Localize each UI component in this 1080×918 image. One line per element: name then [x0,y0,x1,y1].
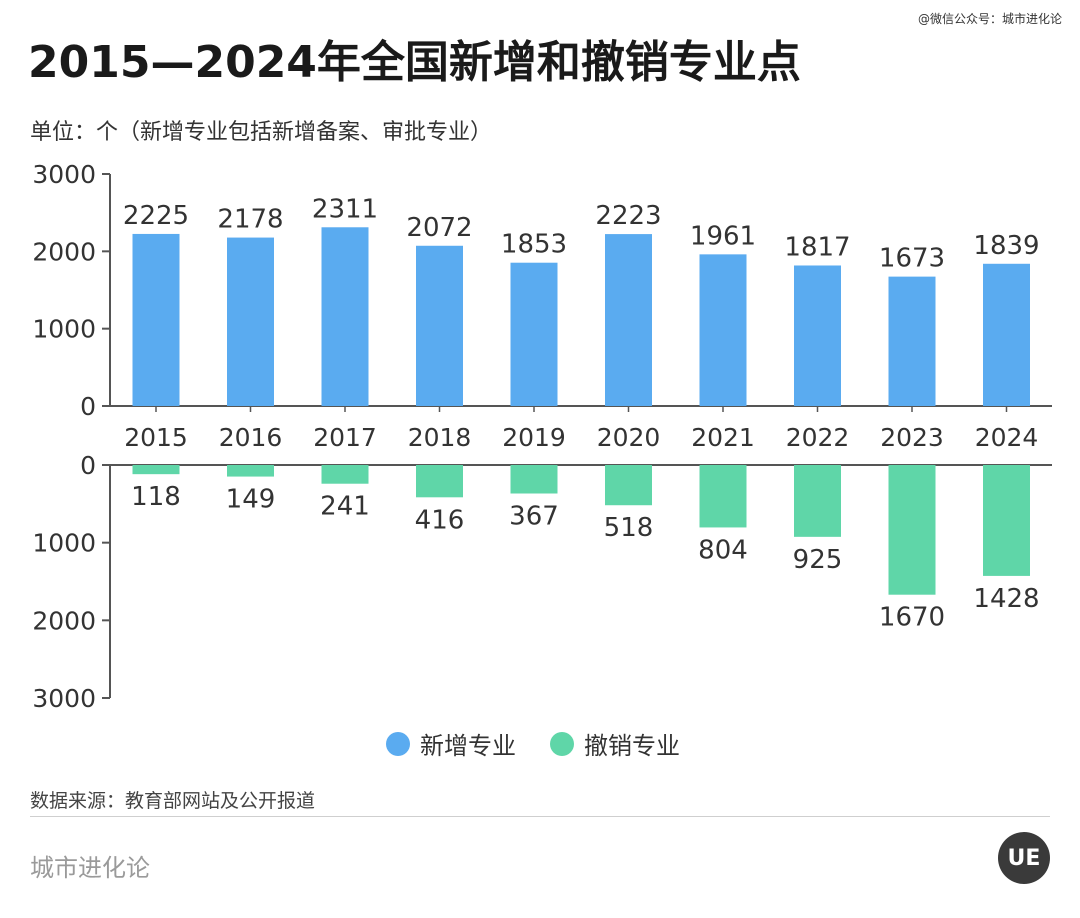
bar-removed [227,465,274,477]
data-label-removed: 241 [320,492,370,522]
x-tick-label: 2024 [975,423,1039,452]
bar-added [605,234,652,406]
data-label-added: 1673 [879,244,945,274]
bar-removed [983,465,1030,576]
bar-removed [321,465,369,484]
bar-added [132,233,180,406]
x-tick-label: 2018 [408,423,472,452]
y-tick-label-top: 1000 [32,315,96,344]
legend-item-removed: 撤销专业 [550,726,680,761]
data-label-removed: 416 [415,505,465,535]
data-label-added: 2225 [123,201,189,231]
data-label-added: 1961 [690,221,756,251]
legend: 新增专业 撤销专业 [386,726,680,761]
brand-logo: UE [998,832,1050,884]
y-tick-label-bottom: 3000 [32,684,96,713]
unit-note: 单位：个（新增专业包括新增备案、审批专业） [30,120,493,145]
x-tick-label: 2016 [219,423,283,452]
bar-added [321,227,369,406]
data-label-added: 2178 [217,205,283,235]
data-label-added: 2072 [406,213,472,243]
bar-added [510,262,558,406]
data-label-removed: 518 [604,513,654,543]
data-label-removed: 1670 [879,603,945,633]
bar-removed [699,465,747,528]
data-label-removed: 118 [131,482,181,512]
bar-added [416,245,463,406]
y-tick-label-bottom: 1000 [32,529,96,558]
bar-removed [510,465,558,494]
bar-removed [132,465,180,475]
data-label-removed: 925 [793,545,843,575]
bar-added [888,276,936,406]
bar-removed [605,465,652,506]
bar-added [227,237,274,406]
bar-added [794,265,841,406]
data-label-added: 1839 [973,231,1039,261]
x-tick-label: 2020 [597,423,661,452]
y-tick-label-top: 0 [80,392,96,421]
x-tick-label: 2015 [124,423,188,452]
y-tick-label-bottom: 0 [80,451,96,480]
bar-added [983,263,1030,406]
x-tick-label: 2021 [691,423,755,452]
data-label-added: 2223 [595,201,661,231]
bar-removed [888,465,936,595]
legend-swatch-removed [550,731,574,756]
x-tick-label: 2017 [313,423,377,452]
data-label-removed: 149 [226,485,276,515]
x-tick-label: 2023 [880,423,944,452]
brand-name: 城市进化论 [30,854,150,882]
data-label-removed: 367 [509,502,559,532]
y-tick-label-bottom: 2000 [32,606,96,635]
data-label-removed: 804 [698,535,748,565]
footer-divider [30,816,1050,817]
data-label-removed: 1428 [973,584,1039,614]
bar-removed [794,465,841,537]
x-tick-label: 2019 [502,423,566,452]
legend-label-removed: 撤销专业 [584,732,680,760]
legend-label-added: 新增专业 [420,732,516,760]
data-source: 数据来源：教育部网站及公开报道 [30,790,316,812]
y-tick-label-top: 3000 [32,160,96,189]
bar-added [699,254,747,406]
bar-removed [416,465,463,498]
chart-title: 2015—2024年全国新增和撤销专业点 [28,37,801,88]
data-label-added: 1817 [784,232,850,262]
legend-swatch-added [386,731,410,756]
wechat-watermark: @微信公众号：城市进化论 [917,12,1062,26]
legend-item-added: 新增专业 [386,726,516,761]
data-label-added: 1853 [501,230,567,260]
x-tick-label: 2022 [786,423,850,452]
data-label-added: 2311 [312,194,378,224]
y-tick-label-top: 2000 [32,237,96,266]
